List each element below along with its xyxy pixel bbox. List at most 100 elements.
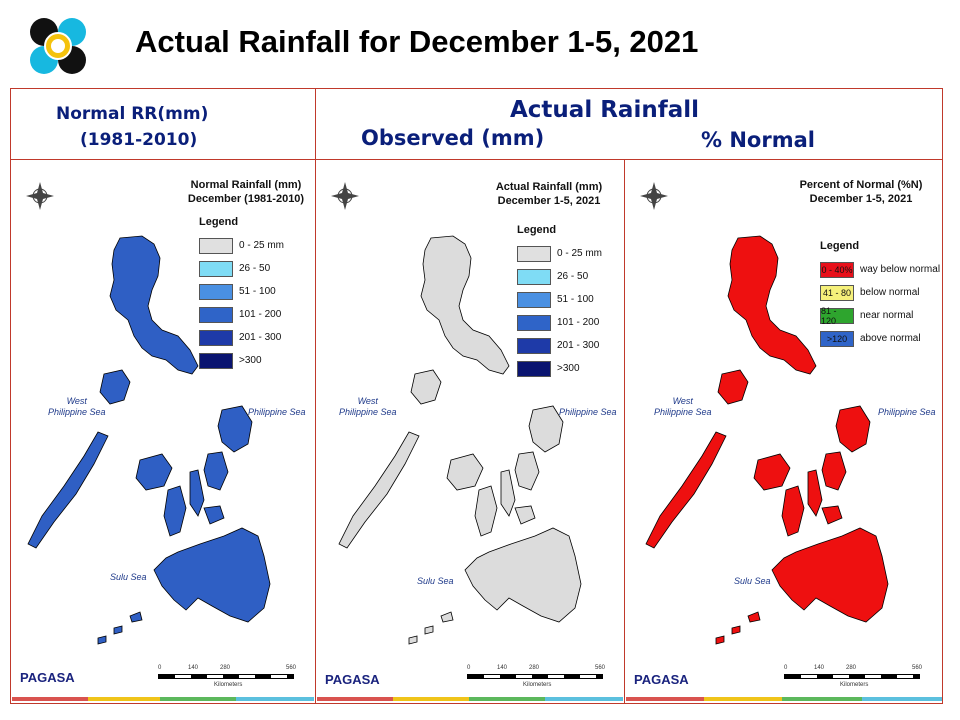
legend-item: 81 - 120 near normal [820, 304, 940, 327]
sea-label-west-2: Philippine Sea [339, 407, 397, 417]
legend-label: 0 - 25 mm [239, 240, 285, 251]
footer-bar-blue [545, 697, 623, 701]
sea-label-west-2: Philippine Sea [654, 407, 712, 417]
sea-label-sulu: Sulu Sea [734, 576, 771, 586]
map-title-line2: December 1-5, 2021 [809, 193, 913, 205]
footer-bar-blue [862, 697, 942, 701]
normal-period-header: (1981-2010) [80, 130, 198, 150]
legend-title: Legend [199, 216, 239, 228]
island-region [99, 369, 131, 405]
legend-swatch: 41 - 80 [820, 284, 854, 301]
legend-swatch: >120 [820, 330, 854, 347]
legend-swatch [199, 260, 233, 277]
scale-tick: 280 [846, 665, 857, 671]
island-region [753, 453, 791, 491]
island-region [731, 625, 741, 635]
legend: Legend 0 - 25 mm 26 - 50 51 - 100 101 - … [517, 224, 602, 380]
legend-item: 0 - 40% way below normal [820, 258, 940, 281]
island-region [27, 431, 109, 549]
legend-item: >300 [199, 349, 284, 372]
legend-item: 201 - 300 [199, 326, 284, 349]
footer-bar-red [317, 697, 393, 701]
slide-title: Actual Rainfall for December 1-5, 2021 [135, 24, 699, 59]
scale-bar [158, 674, 294, 679]
island-region [135, 453, 173, 491]
legend-swatch [517, 291, 551, 308]
scale-tick: 560 [912, 665, 923, 671]
legend-swatch [199, 329, 233, 346]
footer-bar-yellow [88, 697, 160, 701]
legend-label: >300 [239, 355, 262, 366]
legend-item: 51 - 100 [199, 280, 284, 303]
scale-unit: Kilometers [214, 682, 243, 688]
legend-item: >300 [517, 357, 602, 380]
legend-label: above normal [860, 333, 921, 344]
actual-rainfall-header: Actual Rainfall [510, 97, 699, 123]
scale-tick: 140 [814, 665, 825, 671]
footer-bar-red [626, 697, 704, 701]
island-region [717, 369, 749, 405]
island-region [163, 485, 187, 537]
island-region [645, 431, 727, 549]
sea-label-west: West [672, 396, 693, 406]
island-region [807, 469, 823, 517]
scale-tick: 140 [188, 665, 199, 671]
pagasa-brand: PAGASA [325, 672, 380, 687]
normal-rr-header: Normal RR(mm) [56, 104, 209, 124]
legend-swatch [199, 306, 233, 323]
island-region [821, 505, 843, 525]
legend-item: >120 above normal [820, 327, 940, 350]
island-region [474, 485, 498, 537]
legend-item: 101 - 200 [517, 311, 602, 334]
legend-item: 26 - 50 [517, 265, 602, 288]
island-region [338, 431, 420, 549]
philippines-islands [338, 235, 582, 645]
island-region [97, 635, 107, 645]
island-region [821, 451, 847, 491]
scale-tick: 0 [467, 665, 471, 671]
legend: Legend 0 - 25 mm 26 - 50 51 - 100 101 - … [199, 216, 284, 372]
footer-bar-green [782, 697, 862, 701]
legend-label: way below normal [860, 264, 941, 275]
legend-item: 41 - 80 below normal [820, 281, 940, 304]
legend-swatch [199, 237, 233, 254]
philippines-map-percent [640, 182, 889, 645]
scale-tick: 140 [497, 665, 508, 671]
island-region [715, 635, 725, 645]
footer-bar-blue [236, 697, 314, 701]
philippines-map-normal [26, 182, 271, 645]
legend-item: 101 - 200 [199, 303, 284, 326]
legend-label: 26 - 50 [557, 271, 589, 282]
map-title-line1: Percent of Normal (%N) [799, 179, 923, 191]
footer-bar-yellow [704, 697, 782, 701]
legend-item: 51 - 100 [517, 288, 602, 311]
scale-tick: 0 [784, 665, 788, 671]
island-region [189, 469, 205, 517]
legend-swatch: 81 - 120 [820, 306, 854, 326]
sea-label-sulu: Sulu Sea [110, 572, 147, 582]
scale-tick: 280 [220, 665, 231, 671]
compass-rose-icon [331, 182, 359, 210]
legend-label: 101 - 200 [557, 317, 600, 328]
normal-rainfall-map: Normal Rainfall (mm) December (1981-2010… [12, 160, 314, 702]
island-region [835, 405, 871, 453]
legend-swatch [517, 268, 551, 285]
scale-tick: 560 [595, 665, 606, 671]
compass-rose-icon [640, 182, 668, 210]
scale-bar [784, 674, 920, 679]
legend-swatch [517, 245, 551, 262]
island-region [727, 235, 817, 375]
pagasa-logo-icon [30, 18, 86, 74]
island-region [203, 505, 225, 525]
scale-bar [467, 674, 603, 679]
legend-label: 201 - 300 [557, 340, 600, 351]
legend-title: Legend [517, 224, 557, 236]
island-region [203, 451, 229, 491]
footer-bar-red [12, 697, 88, 701]
legend-label: 0 - 25 mm [557, 248, 603, 259]
scale-tick: 0 [158, 665, 162, 671]
sea-label-west: West [357, 396, 378, 406]
island-region [440, 611, 454, 623]
island-region [424, 625, 434, 635]
island-region [528, 405, 564, 453]
